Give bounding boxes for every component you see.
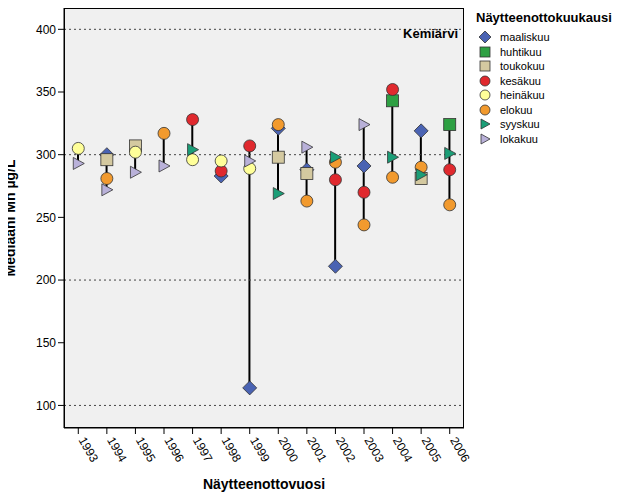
html-text:Näytteenottokuukausi: Näytteenottokuukausi [476, 10, 612, 25]
svg-text:2000: 2000 [276, 435, 302, 465]
svg-text:250: 250 [36, 211, 56, 225]
html-text:syyskuu: syyskuu [500, 118, 540, 131]
svg-text:1998: 1998 [219, 435, 245, 465]
html-text:elokuu: elokuu [500, 103, 533, 116]
html-text:lokakuu: lokakuu [500, 132, 538, 145]
svg-text:200: 200 [36, 273, 56, 287]
svg-text:2001: 2001 [304, 435, 330, 465]
svg-text:1994: 1994 [104, 435, 130, 465]
html-text:toukokuu: toukokuu [500, 60, 545, 73]
html-text:huhtikuu: huhtikuu [500, 45, 542, 58]
svg-text:2002: 2002 [333, 435, 359, 465]
svg-text:1993: 1993 [76, 435, 102, 465]
svg-text:1996: 1996 [161, 435, 187, 465]
svg-text:2004: 2004 [390, 435, 416, 465]
svg-text:1995: 1995 [133, 435, 159, 465]
html-text:maaliskuu: maaliskuu [500, 31, 550, 44]
svg-text:Mediaani Mn µg/L: Mediaani Mn µg/L [8, 159, 18, 276]
svg-text:400: 400 [36, 23, 56, 37]
html-text:heinäkuu: heinäkuu [500, 89, 545, 102]
html-text:kesäkuu: kesäkuu [500, 74, 541, 87]
svg-text:350: 350 [36, 85, 56, 99]
svg-text:100: 100 [36, 399, 56, 413]
svg-text:2005: 2005 [419, 435, 445, 465]
svg-text:2006: 2006 [447, 435, 473, 465]
svg-text:300: 300 [36, 148, 56, 162]
svg-text:Näytteenottovuosi: Näytteenottovuosi [203, 476, 325, 492]
html-text:Kemiärvi: Kemiärvi [403, 26, 458, 41]
svg-text:1999: 1999 [247, 435, 273, 465]
svg-text:1997: 1997 [190, 435, 216, 465]
svg-text:2003: 2003 [361, 435, 387, 465]
svg-text:150: 150 [36, 336, 56, 350]
